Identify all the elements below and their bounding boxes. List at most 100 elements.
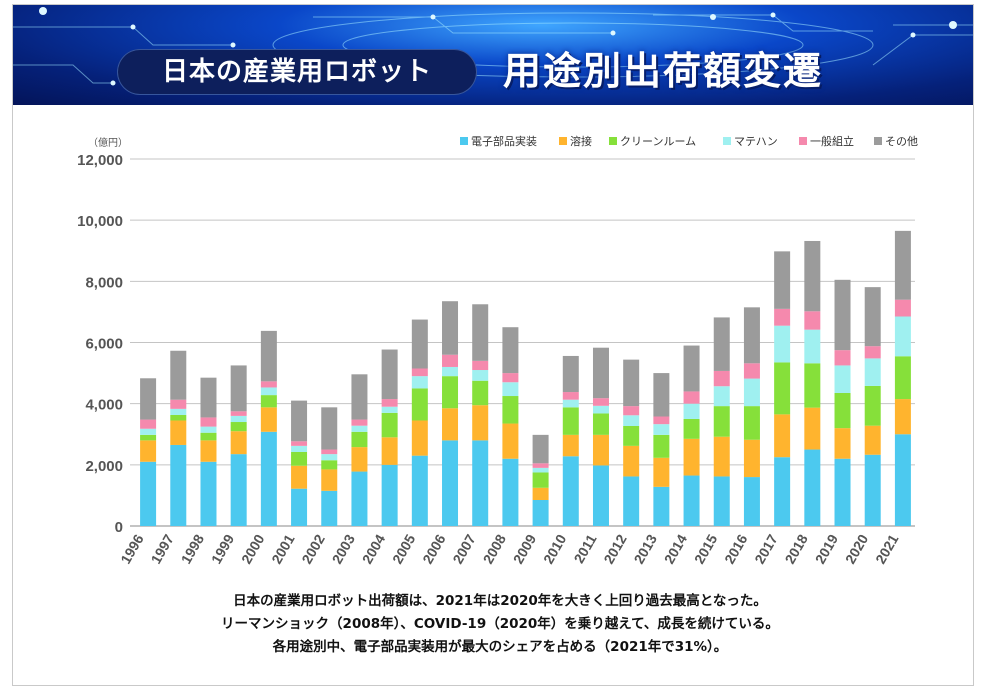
legend-swatch <box>799 137 807 145</box>
x-tick-label: 2006 <box>419 531 449 566</box>
bar-segment <box>623 415 640 426</box>
x-tick-label: 2015 <box>691 531 721 566</box>
legend-label: マテハン <box>734 135 778 148</box>
x-tick-label: 2008 <box>480 531 510 566</box>
bar-segment <box>351 431 368 448</box>
x-tick-label: 2000 <box>238 531 268 566</box>
bar-segment <box>442 376 459 409</box>
bar-segment <box>230 431 247 455</box>
bar-segment <box>804 329 821 364</box>
legend-swatch <box>460 137 468 145</box>
bar-segment <box>834 428 851 459</box>
bar-segment <box>532 463 549 468</box>
x-tick-label: 2018 <box>781 531 811 566</box>
bar-segment <box>653 434 670 458</box>
bar-segment <box>472 360 489 371</box>
x-tick-label: 2011 <box>571 531 600 565</box>
bar-segment <box>894 230 911 300</box>
y-tick-label: 12,000 <box>77 152 123 169</box>
bar-segment <box>442 354 459 367</box>
bar-segment <box>502 373 519 383</box>
bar-segment <box>321 460 338 470</box>
bar-segment <box>351 374 368 420</box>
y-tick-label: 10,000 <box>77 213 123 230</box>
x-tick-label: 2019 <box>812 531 842 566</box>
circuit-decoration <box>13 7 973 86</box>
bar-segment <box>562 392 579 400</box>
bar-segment <box>894 434 911 526</box>
bar-segment <box>743 378 760 407</box>
x-tick-label: 2001 <box>268 531 298 566</box>
bar-segment <box>653 416 670 425</box>
bar-segment <box>894 299 911 317</box>
bar-segment <box>200 426 217 433</box>
bar-segment <box>653 424 670 435</box>
bar-segment <box>230 454 247 526</box>
bar-segment <box>774 414 791 458</box>
bar-segment <box>592 465 609 526</box>
bar-segment <box>502 458 519 526</box>
bar-segment <box>260 431 277 526</box>
bar-segment <box>140 378 157 420</box>
bar-segment <box>804 363 821 408</box>
y-tick-label: 6,000 <box>85 336 123 353</box>
legend-swatch <box>609 137 617 145</box>
bar-segment <box>562 355 579 393</box>
bar-segment <box>713 317 730 371</box>
bar-segment <box>351 425 368 432</box>
bar-segment <box>472 440 489 526</box>
bar-segment <box>170 408 187 415</box>
bar-segment <box>200 417 217 427</box>
bar-segment <box>170 350 187 400</box>
bar-segment <box>894 399 911 435</box>
bar-segment <box>291 488 308 526</box>
bar-segment <box>291 400 308 442</box>
y-tick-label: 4,000 <box>85 397 123 414</box>
bar-segment <box>623 425 640 446</box>
bar-segment <box>562 456 579 526</box>
bar-segment <box>321 407 338 450</box>
bar-segment <box>532 487 549 501</box>
bar-segment <box>230 365 247 412</box>
bar-segment <box>864 425 881 455</box>
legend-label: 電子部品実装 <box>471 134 537 148</box>
bar-segment <box>683 345 700 392</box>
bar-segment <box>713 406 730 437</box>
bar-segment <box>743 307 760 364</box>
bar-segment <box>713 436 730 477</box>
bar-segment <box>321 469 338 491</box>
bar-segment <box>683 391 700 404</box>
bar-segment <box>381 412 398 438</box>
legend-swatch <box>874 137 882 145</box>
bar-segment <box>532 467 549 473</box>
bar-segment <box>713 370 730 387</box>
legend-label: クリーンルーム <box>620 135 696 148</box>
banner-subtitle: 日本の産業用ロボット <box>161 57 432 87</box>
bar-segment <box>140 461 157 526</box>
bar-segment <box>260 387 277 396</box>
bar-segment <box>592 347 609 399</box>
bar-segment <box>774 457 791 526</box>
title-banner: 日本の産業用ロボット 用途別出荷額変遷 <box>13 5 973 105</box>
bar-segment <box>804 240 821 312</box>
bar-segment <box>260 395 277 408</box>
bar-segment <box>804 407 821 450</box>
bar-segment <box>774 251 791 309</box>
bar-segment <box>502 423 519 459</box>
bar-segment <box>804 449 821 526</box>
x-tick-label: 2010 <box>540 531 570 566</box>
legend-swatch <box>723 137 731 145</box>
bar-segment <box>502 382 519 397</box>
bar-segment <box>411 376 428 389</box>
x-tick-label: 1996 <box>117 531 147 566</box>
bar-segment <box>321 490 338 526</box>
bar-segment <box>351 419 368 426</box>
bar-segment <box>683 475 700 526</box>
bar-segment <box>291 465 308 489</box>
bar-segment <box>713 476 730 526</box>
note-line-3: 各用途別中、電子部品実装用が最大のシェアを占める（2021年で31%）。 <box>272 639 728 655</box>
x-tick-label: 1999 <box>208 531 238 566</box>
stacked-bar-chart: 0 2,000 4,000 6,000 8,000 10,000 12,000 （億円） 199… <box>77 134 918 566</box>
bar-segment <box>834 365 851 393</box>
x-tick-label: 2016 <box>721 531 751 566</box>
